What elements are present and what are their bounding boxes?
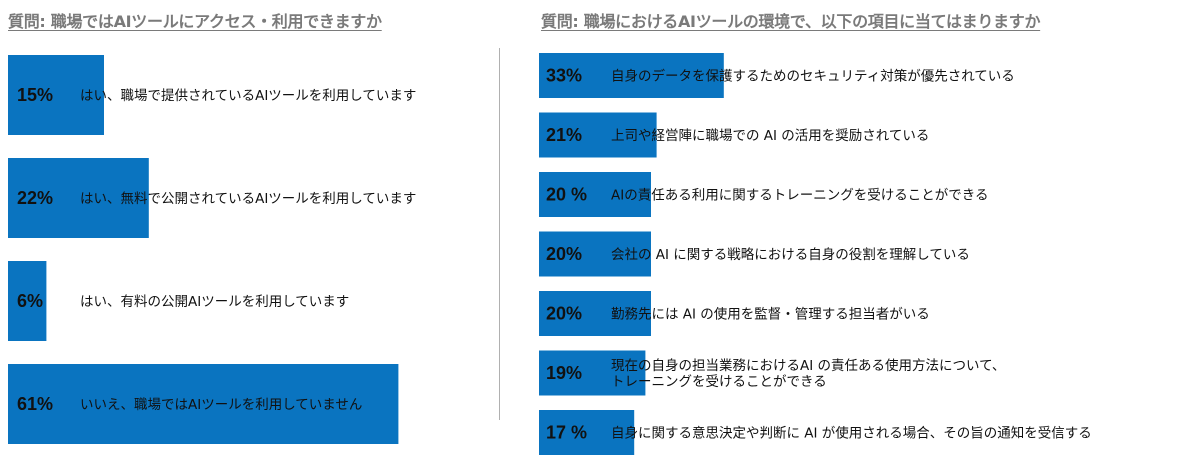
left-chart-title: 質問: 職場ではAIツールにアクセス・利用できますか (8, 12, 382, 31)
left-value-label: 61% (17, 394, 53, 414)
left-bar (8, 261, 47, 341)
right-category-label: 勤務先には AI の使用を監督・管理する担当者がいる (611, 306, 930, 323)
right-value-label: 19% (546, 363, 582, 383)
left-category-label: はい、職場で提供されているAIツールを利用しています (80, 88, 416, 104)
left-value-label: 15% (17, 85, 53, 105)
right-bar (539, 291, 651, 336)
left-category-label: はい、無料で公開されているAIツールを利用しています (80, 191, 416, 207)
right-category-label: 会社の AI に関する戦略における自身の役割を理解している (611, 246, 970, 263)
left-chart-svg: 15% はい、職場で提供されているAIツールを利用しています 22% はい、無料で公開… (8, 55, 416, 444)
right-bar (539, 112, 657, 158)
left-value-label: 6% (17, 291, 43, 311)
right-category-label: 現在の自身の担当業務におけるAI の責任ある使用方法について、トレーニングを受け… (611, 357, 1005, 390)
right-bar (539, 350, 646, 396)
left-value-label: 22% (17, 188, 53, 208)
right-category-label: 自身に関する意思決定や判断に AI が使用される場合、その旨の通知を受信する (611, 425, 1092, 442)
right-bar (539, 410, 635, 455)
right-value-label: 33% (546, 66, 582, 86)
left-bar (8, 364, 399, 444)
right-category-label: AIの責任ある利用に関するトレーニングを受けることができる (611, 188, 988, 204)
right-bar (539, 172, 651, 217)
panel-divider (499, 48, 500, 420)
right-chart-title: 質問: 職場におけるAIツールの環境で、以下の項目に当てはまりますか (541, 12, 1041, 31)
right-bar (539, 53, 724, 98)
right-value-label: 20% (546, 304, 582, 324)
right-value-label: 20% (546, 244, 582, 264)
right-value-label: 17 % (546, 423, 587, 443)
left-bar (8, 55, 104, 135)
right-category-label: 自身のデータを保護するためのセキュリティ対策が優先されている (611, 68, 1015, 85)
right-value-label: 20 % (546, 185, 587, 205)
right-bar (539, 231, 651, 277)
right-category-label: 上司や経営陣に職場での AI の活用を奨励されている (611, 128, 929, 144)
right-value-label: 21% (546, 125, 582, 145)
left-category-label: はい、有料の公開AIツールを利用しています (80, 294, 349, 310)
left-category-label: いいえ、職場ではAIツールを利用していません (80, 397, 362, 413)
left-bar (8, 158, 149, 238)
